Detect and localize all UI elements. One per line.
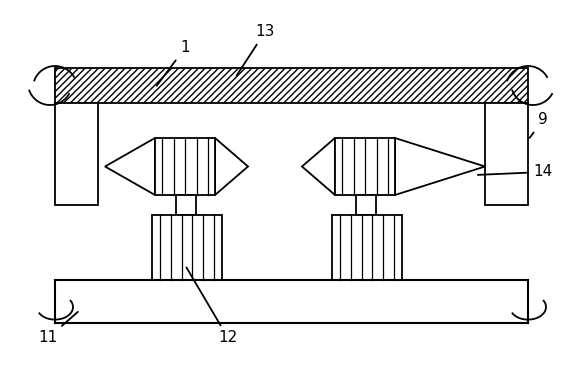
Polygon shape	[215, 138, 248, 195]
Bar	[155, 138, 215, 195]
Bar	[55, 68, 528, 103]
Text: 11: 11	[38, 312, 78, 346]
Polygon shape	[395, 138, 485, 195]
Text: 13: 13	[236, 24, 275, 76]
Text: 12: 12	[187, 268, 238, 346]
Text: 9: 9	[529, 112, 548, 138]
Text: 1: 1	[157, 41, 190, 86]
Bar	[485, 103, 528, 205]
Bar	[176, 195, 196, 215]
Bar	[152, 215, 222, 280]
Polygon shape	[302, 138, 335, 195]
Bar	[335, 138, 395, 195]
Text: 14: 14	[478, 165, 553, 180]
Bar	[332, 215, 402, 280]
Bar	[356, 195, 376, 215]
Bar	[55, 103, 98, 205]
Polygon shape	[105, 138, 155, 195]
